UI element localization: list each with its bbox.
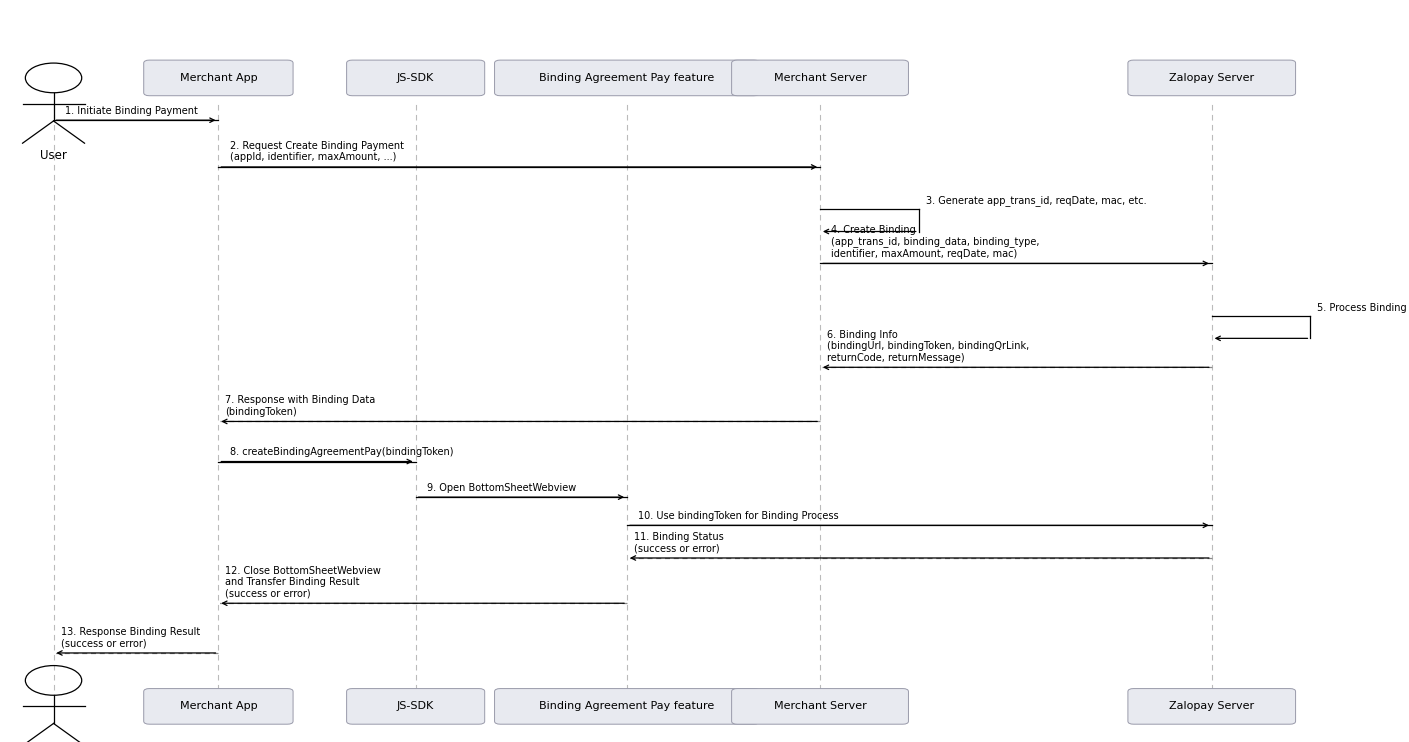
Text: 2. Request Create Binding Payment
(appId, identifier, maxAmount, ...): 2. Request Create Binding Payment (appId… [230,141,403,162]
FancyBboxPatch shape [347,60,485,96]
Text: Binding Agreement Pay feature: Binding Agreement Pay feature [540,701,714,712]
Text: Merchant App: Merchant App [179,73,258,83]
Text: 9. Open BottomSheetWebview: 9. Open BottomSheetWebview [427,483,576,493]
FancyBboxPatch shape [731,689,909,724]
Text: 11. Binding Status
(success or error): 11. Binding Status (success or error) [634,532,724,554]
Text: 1. Initiate Binding Payment: 1. Initiate Binding Payment [65,106,197,116]
Text: 4. Create Binding
(app_trans_id, binding_data, binding_type,
identifier, maxAmou: 4. Create Binding (app_trans_id, binding… [831,225,1040,259]
Text: Binding Agreement Pay feature: Binding Agreement Pay feature [540,73,714,83]
Text: Merchant App: Merchant App [179,701,258,712]
FancyBboxPatch shape [495,689,759,724]
Text: Zalopay Server: Zalopay Server [1169,73,1254,83]
Text: JS-SDK: JS-SDK [397,73,434,83]
Text: 5. Process Binding Creation: 5. Process Binding Creation [1317,303,1409,313]
Text: 12. Close BottomSheetWebview
and Transfer Binding Result
(success or error): 12. Close BottomSheetWebview and Transfe… [225,565,382,599]
Text: 8. createBindingAgreementPay(bindingToken): 8. createBindingAgreementPay(bindingToke… [230,447,454,457]
Text: Zalopay Server: Zalopay Server [1169,701,1254,712]
Text: 10. Use bindingToken for Binding Process: 10. Use bindingToken for Binding Process [638,511,838,521]
FancyBboxPatch shape [731,60,909,96]
Text: User: User [39,149,68,162]
Text: 3. Generate app_trans_id, reqDate, mac, etc.: 3. Generate app_trans_id, reqDate, mac, … [926,195,1147,206]
FancyBboxPatch shape [347,689,485,724]
Text: Merchant Server: Merchant Server [774,701,867,712]
Text: Merchant Server: Merchant Server [774,73,867,83]
FancyBboxPatch shape [144,689,293,724]
FancyBboxPatch shape [144,60,293,96]
FancyBboxPatch shape [495,60,759,96]
Text: JS-SDK: JS-SDK [397,701,434,712]
Text: 13. Response Binding Result
(success or error): 13. Response Binding Result (success or … [61,627,200,649]
FancyBboxPatch shape [1129,689,1296,724]
FancyBboxPatch shape [1129,60,1296,96]
Text: 7. Response with Binding Data
(bindingToken): 7. Response with Binding Data (bindingTo… [225,395,376,417]
Text: 6. Binding Info
(bindingUrl, bindingToken, bindingQrLink,
returnCode, returnMess: 6. Binding Info (bindingUrl, bindingToke… [827,329,1030,363]
